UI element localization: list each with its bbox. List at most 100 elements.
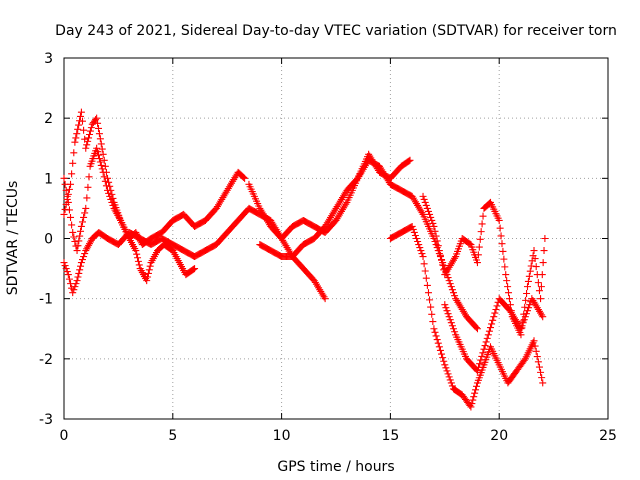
data-point-marker bbox=[539, 379, 547, 387]
data-point-marker bbox=[445, 373, 453, 381]
data-point-marker bbox=[420, 195, 428, 203]
data-point-marker bbox=[539, 259, 547, 267]
data-point-marker bbox=[71, 138, 79, 146]
data-point-marker bbox=[76, 112, 84, 120]
data-point-marker bbox=[479, 212, 487, 220]
data-point-marker bbox=[74, 273, 82, 281]
data-point-marker bbox=[521, 313, 529, 321]
data-point-marker bbox=[104, 186, 112, 194]
data-point-marker bbox=[101, 177, 109, 185]
data-point-marker bbox=[490, 313, 498, 321]
data-point-marker bbox=[428, 216, 436, 224]
y-tick-label: 1 bbox=[44, 171, 53, 187]
data-point-marker bbox=[60, 174, 68, 182]
data-point-marker bbox=[413, 235, 421, 242]
data-point-marker bbox=[60, 210, 68, 218]
data-point-marker bbox=[478, 220, 486, 228]
data-point-marker bbox=[80, 253, 88, 261]
data-point-marker bbox=[83, 194, 91, 202]
data-point-marker bbox=[468, 400, 476, 408]
data-point-marker bbox=[63, 192, 71, 200]
series-trace-a bbox=[60, 108, 199, 285]
data-point-marker bbox=[85, 134, 93, 142]
data-point-marker bbox=[501, 263, 509, 271]
data-point-marker bbox=[541, 235, 549, 242]
chart-title: Day 243 of 2021, Sidereal Day-to-day VTE… bbox=[55, 23, 617, 39]
data-point-marker bbox=[143, 277, 151, 285]
data-point-marker bbox=[438, 256, 446, 264]
data-point-marker bbox=[535, 287, 543, 295]
data-point-marker bbox=[92, 116, 100, 124]
data-point-marker bbox=[527, 262, 535, 270]
data-point-marker bbox=[419, 192, 427, 200]
data-point-marker bbox=[100, 173, 108, 181]
data-point-marker bbox=[446, 280, 454, 288]
y-axis-label: SDTVAR / TECUs bbox=[5, 181, 21, 296]
data-point-marker bbox=[496, 224, 504, 232]
data-point-marker bbox=[424, 207, 432, 215]
data-point-marker bbox=[431, 328, 439, 336]
data-point-marker bbox=[537, 368, 545, 376]
data-point-marker bbox=[492, 305, 500, 313]
data-point-marker bbox=[422, 274, 430, 282]
data-point-marker bbox=[447, 379, 455, 387]
data-point-marker bbox=[540, 247, 548, 255]
data-point-marker bbox=[442, 304, 450, 312]
x-tick-label: 25 bbox=[599, 428, 617, 444]
data-point-marker bbox=[445, 277, 453, 285]
data-point-marker bbox=[432, 332, 440, 340]
data-point-marker bbox=[432, 232, 440, 240]
data-point-marker bbox=[76, 266, 84, 274]
data-point-marker bbox=[107, 195, 115, 203]
data-point-marker bbox=[451, 292, 459, 300]
data-point-marker bbox=[78, 218, 86, 226]
data-point-marker bbox=[414, 238, 422, 246]
data-point-marker bbox=[421, 198, 429, 206]
data-point-marker bbox=[430, 325, 438, 333]
data-point-marker bbox=[525, 272, 533, 280]
data-point-marker bbox=[71, 283, 79, 291]
data-point-marker bbox=[75, 237, 83, 245]
x-tick-label: 5 bbox=[168, 428, 177, 444]
data-point-marker bbox=[95, 124, 103, 132]
data-point-marker bbox=[470, 393, 478, 401]
data-point-marker bbox=[495, 216, 503, 224]
data-point-marker bbox=[80, 126, 88, 134]
data-point-marker bbox=[443, 367, 451, 375]
data-point-marker bbox=[108, 198, 116, 206]
data-point-marker bbox=[435, 343, 443, 351]
data-point-marker bbox=[68, 170, 76, 178]
data-point-marker bbox=[409, 225, 417, 233]
data-point-marker bbox=[190, 265, 198, 273]
data-point-marker bbox=[116, 215, 124, 223]
data-point-marker bbox=[535, 363, 543, 371]
series-trace-e bbox=[256, 150, 414, 261]
data-point-marker bbox=[145, 266, 153, 274]
data-point-marker bbox=[82, 144, 90, 152]
data-point-marker bbox=[473, 325, 481, 333]
data-point-marker bbox=[523, 307, 531, 315]
data-point-marker bbox=[75, 121, 83, 129]
data-point-marker bbox=[411, 231, 419, 239]
data-point-marker bbox=[538, 271, 546, 279]
data-point-marker bbox=[473, 382, 481, 390]
data-point-marker bbox=[72, 280, 80, 288]
data-point-marker bbox=[522, 310, 530, 318]
data-point-marker bbox=[493, 302, 501, 310]
data-point-marker bbox=[526, 267, 534, 275]
data-point-marker bbox=[73, 247, 81, 255]
data-point-marker bbox=[82, 204, 90, 212]
data-point-marker bbox=[69, 289, 77, 297]
data-point-marker bbox=[426, 210, 434, 218]
data-point-marker bbox=[446, 376, 454, 384]
data-point-marker bbox=[78, 256, 86, 264]
data-point-marker bbox=[436, 251, 444, 259]
data-point-marker bbox=[486, 324, 494, 332]
data-point-marker bbox=[517, 325, 525, 333]
data-point-marker bbox=[474, 251, 482, 259]
data-point-marker bbox=[102, 182, 110, 190]
series-trace-c bbox=[60, 204, 329, 303]
data-point-marker bbox=[447, 283, 455, 291]
tick-marks bbox=[63, 57, 609, 420]
data-point-marker bbox=[442, 364, 450, 372]
